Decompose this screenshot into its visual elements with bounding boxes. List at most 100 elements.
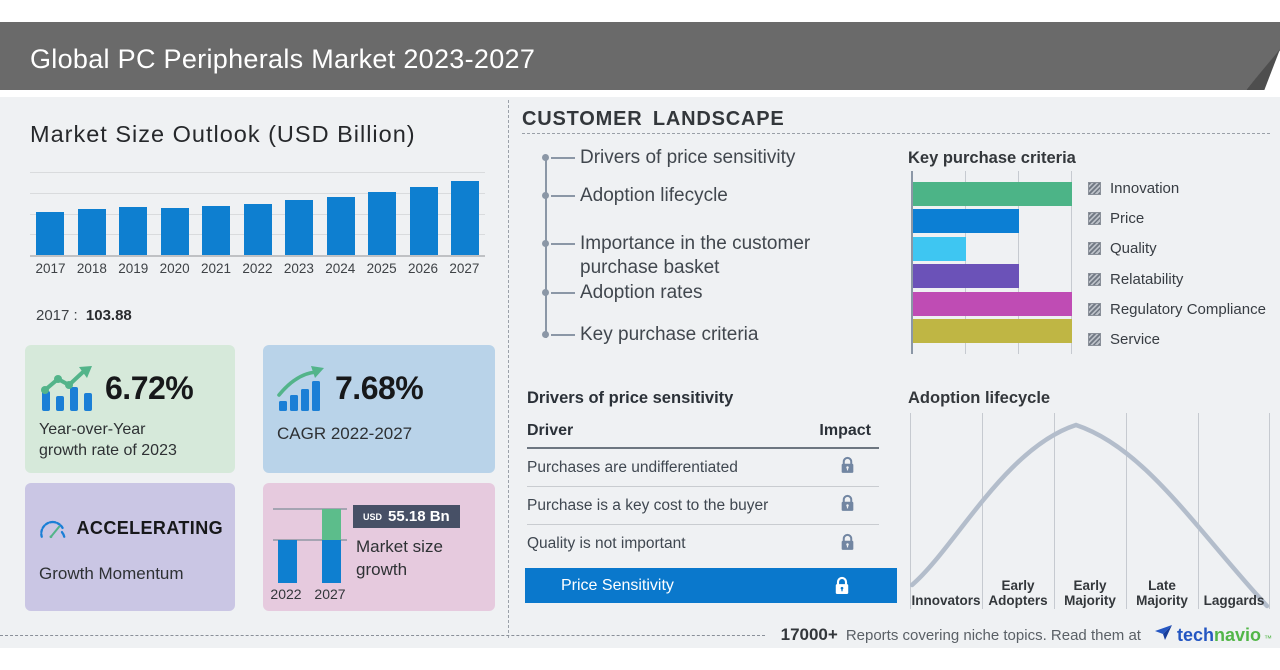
gridline xyxy=(965,171,966,354)
landscape-item-label: Adoption lifecycle xyxy=(580,185,728,206)
legend-swatch-icon xyxy=(1088,303,1101,317)
impact-lock xyxy=(840,456,855,479)
x-axis-label: 2021 xyxy=(201,261,232,276)
list-connector-dot xyxy=(542,331,549,338)
cagr-caption: CAGR 2022-2027 xyxy=(277,424,413,443)
yoy-caption-line2: growth rate of 2023 xyxy=(39,442,177,459)
base-year: 2017 xyxy=(36,307,70,324)
lock-icon xyxy=(841,533,854,550)
dashed-divider xyxy=(522,133,1270,134)
gridline xyxy=(1126,413,1127,609)
list-connector-line xyxy=(551,243,575,245)
growth-year-start: 2022 xyxy=(270,586,302,602)
header-banner: Global PC Peripherals Market 2023-2027 xyxy=(0,22,1280,90)
growth-year-end: 2027 xyxy=(314,586,346,602)
market-size-bar-2027 xyxy=(451,181,479,255)
legend-item: Service xyxy=(1088,328,1266,352)
legend-swatch-icon xyxy=(1088,181,1101,195)
landscape-item: Drivers of price sensitivity xyxy=(542,146,890,170)
market-outlook-title: Market Size Outlook (USD Billion) xyxy=(30,121,416,147)
gridline xyxy=(1018,171,1019,354)
gridline xyxy=(1054,413,1055,609)
stage-label: Early Majority xyxy=(1064,578,1116,608)
driver-row: Quality is not important xyxy=(527,525,879,563)
customer-landscape-title: CUSTOMER LANDSCAPE xyxy=(522,108,785,130)
driver-label: Purchases are undifferentiated xyxy=(527,458,738,476)
list-connector-dot xyxy=(542,192,549,199)
market-size-bar-2019 xyxy=(119,207,147,255)
legend-swatch-icon xyxy=(1088,333,1101,347)
legend-label: Regulatory Compliance xyxy=(1110,301,1266,319)
gridline xyxy=(1071,171,1072,354)
list-connector-dot xyxy=(542,240,549,247)
landscape-item: Key purchase criteria xyxy=(542,323,890,347)
stage-label: Late Majority xyxy=(1136,578,1188,608)
market-size-bar-2023 xyxy=(285,200,313,255)
yoy-growth-card: 6.72% Year-over-Year growth rate of 2023 xyxy=(25,345,235,473)
brand-navio: navio xyxy=(1213,624,1261,645)
growth-amount-badge: USD 55.18 Bn xyxy=(353,505,460,528)
growth-arrow-bars-icon xyxy=(277,366,324,411)
brand-tech: tech xyxy=(1176,624,1214,645)
legend-item: Innovation xyxy=(1088,176,1266,200)
x-axis-label: 2019 xyxy=(118,261,149,276)
cagr-card: 7.68% CAGR 2022-2027 xyxy=(263,345,495,473)
footer-message: Reports covering niche topics. Read them… xyxy=(845,626,1141,644)
market-size-growth-card: 2022 2027 USD 55.18 Bn Market size growt… xyxy=(263,483,495,611)
criteria-bar-innovation xyxy=(913,182,1072,206)
impact-lock xyxy=(840,533,855,556)
list-connector-dot xyxy=(542,154,549,161)
impact-lock xyxy=(840,494,855,517)
landscape-item-label: Drivers of price sensitivity xyxy=(580,147,796,168)
legend-item: Regulatory Compliance xyxy=(1088,298,1266,322)
gridline xyxy=(1269,413,1270,609)
legend-item: Quality xyxy=(1088,237,1266,261)
list-connector-line xyxy=(551,195,575,197)
landscape-item-label: Importance in the customer purchase bask… xyxy=(580,233,811,278)
legend-label: Price xyxy=(1110,209,1145,227)
gridline xyxy=(30,193,485,194)
legend-label: Relatability xyxy=(1110,270,1184,288)
lock-icon xyxy=(841,494,854,511)
stage-label: Early Adopters xyxy=(988,578,1048,608)
dashed-divider xyxy=(0,634,765,636)
landscape-item-label: Key purchase criteria xyxy=(580,324,759,345)
legend-label: Quality xyxy=(1110,240,1157,258)
gridline xyxy=(982,413,983,609)
legend-swatch-icon xyxy=(1088,211,1101,225)
x-axis-label: 2018 xyxy=(76,261,107,276)
drivers-title: Drivers of price sensitivity xyxy=(527,389,734,407)
momentum-caption: Growth Momentum xyxy=(39,564,184,583)
adoption-lifecycle-chart: Innovators Early Adopters Early Majority La… xyxy=(910,413,1270,609)
key-purchase-criteria-title: Key purchase criteria xyxy=(908,149,1076,167)
market-size-bar-chart xyxy=(30,172,485,257)
growth-comparison-mini-chart xyxy=(273,508,347,583)
technavio-logo[interactable]: tech navio ™ xyxy=(1154,624,1272,646)
drivers-table: Driver Impact Purchases are undifferenti… xyxy=(527,420,879,563)
list-connector-dot xyxy=(542,289,549,296)
gridline xyxy=(1198,413,1199,609)
currency-label: USD xyxy=(363,511,383,522)
legend-label: Innovation xyxy=(1110,179,1180,197)
x-axis-label: 2025 xyxy=(366,261,397,276)
cagr-value: 7.68% xyxy=(335,369,424,406)
criteria-bar-quality xyxy=(913,236,966,261)
gridline xyxy=(910,413,911,609)
key-purchase-criteria-chart xyxy=(911,171,1072,354)
criteria-bar-relatability xyxy=(913,264,1019,289)
brand-arrow-icon xyxy=(1154,624,1172,640)
x-axis-label: 2023 xyxy=(283,261,314,276)
driver-column-header: Driver xyxy=(527,422,574,439)
x-axis-label: 2022 xyxy=(242,261,273,276)
trend-up-bars-icon xyxy=(41,366,92,411)
driver-label: Purchase is a key cost to the buyer xyxy=(527,496,769,514)
lock-icon xyxy=(835,576,849,594)
x-axis-label: 2026 xyxy=(407,261,439,276)
criteria-bar-service xyxy=(913,318,1072,343)
yoy-caption: Year-over-Year growth rate of 2023 xyxy=(25,411,235,461)
adoption-lifecycle-title: Adoption lifecycle xyxy=(908,389,1051,407)
criteria-bar-regulatory-compliance xyxy=(913,291,1072,316)
impact-column-header: Impact xyxy=(819,422,871,439)
market-size-bar-2017 xyxy=(36,212,64,255)
